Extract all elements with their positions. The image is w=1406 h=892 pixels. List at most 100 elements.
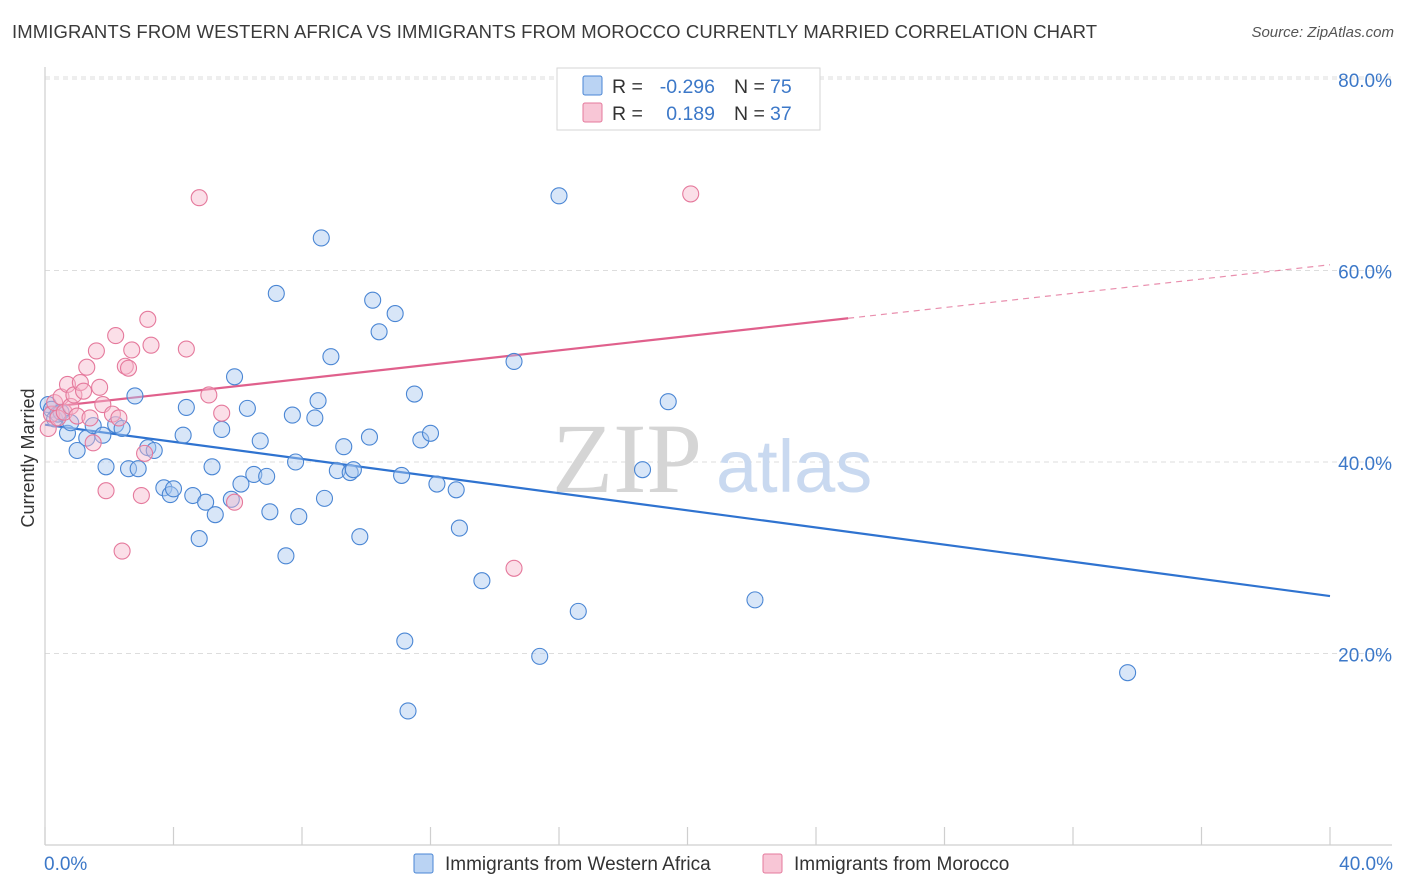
watermark: ZIP atlas [552,403,872,514]
point-morocco [68,407,86,425]
point-morocco [97,482,115,500]
point-western-africa [213,420,231,438]
point-morocco [119,359,138,377]
bottom-legend-label-western-africa: Immigrants from Western Africa [445,854,711,875]
point-morocco [110,409,128,427]
trend-line-western-africa [44,423,1331,598]
point-western-africa [203,458,221,476]
point-western-africa [177,398,195,416]
point-western-africa [97,458,115,476]
point-western-africa [251,432,269,450]
point-western-africa [238,399,256,417]
point-western-africa [258,467,276,485]
trend-line-morocco [44,317,849,409]
point-western-africa [569,602,587,620]
point-western-africa [267,284,285,303]
point-western-africa [322,348,340,366]
bottom-legend-swatch-western-africa [413,853,434,874]
y-tick-label: 60.0% [1338,263,1392,284]
point-western-africa [746,591,764,609]
watermark-atlas: atlas [716,425,872,508]
point-western-africa [360,428,379,446]
point-western-africa [129,460,147,478]
point-western-africa [412,431,430,449]
point-western-africa [283,406,301,424]
point-morocco [78,358,96,376]
axes: 20.0% 40.0% 60.0% 80.0% 0.0% 40.0% [44,67,1393,875]
point-western-africa [174,426,192,444]
point-morocco [177,340,195,358]
point-western-africa [68,441,86,460]
y-tick-label: 40.0% [1338,454,1392,475]
legend-n-label-1: N = [734,76,765,98]
point-western-africa [222,490,240,508]
point-western-africa [633,461,652,479]
point-morocco [71,373,89,392]
y-tick-label: 80.0% [1338,71,1392,92]
point-western-africa [393,466,411,484]
point-western-africa [370,323,388,341]
point-morocco [213,404,231,422]
point-western-africa [145,441,163,460]
watermark-zip: ZIP [552,403,702,514]
point-western-africa [119,460,138,478]
x-tick-label: 40.0% [1339,854,1393,875]
point-western-africa [126,387,144,405]
point-morocco [132,486,150,505]
point-western-africa [225,368,244,386]
point-western-africa [473,572,491,590]
y-axis-label: Currently Married [18,388,38,527]
point-western-africa [386,305,404,323]
point-western-africa [344,461,362,479]
legend-swatch-western-africa [582,75,603,96]
point-morocco [139,310,157,328]
point-western-africa [190,530,208,548]
legend-n-value-2: 37 [770,103,792,125]
legend-n-label-2: N = [734,103,765,125]
legend-n-value-1: 75 [770,76,792,98]
point-western-africa [341,463,359,482]
point-morocco [39,419,57,438]
data-points [39,185,1137,720]
point-morocco [505,559,523,577]
point-morocco [225,493,244,511]
point-western-africa [550,187,568,205]
point-western-africa [421,424,440,442]
bottom-legend-swatch-morocco [762,853,783,874]
point-western-africa [287,453,305,471]
point-morocco [58,375,77,393]
point-morocco [55,403,73,421]
point-western-africa [277,547,295,565]
chart-title: IMMIGRANTS FROM WESTERN AFRICA VS IMMIGR… [12,21,1098,42]
legend-r-value-2: 0.189 [666,103,715,125]
point-western-africa [447,481,465,499]
point-western-africa [309,392,327,410]
point-morocco [200,386,218,404]
point-western-africa [428,475,446,493]
point-western-africa [315,489,334,507]
point-morocco [91,378,109,396]
bottom-legend-label-morocco: Immigrants from Morocco [794,854,1009,875]
top-legend: R = -0.296 N = 75 R = 0.189 N = 37 [556,67,821,131]
point-western-africa [659,393,677,411]
bottom-legend: Immigrants from Western Africa Immigrant… [413,853,1009,875]
legend-r-label-2: R = [612,103,643,125]
point-western-africa [312,229,330,247]
x-tick-label: 0.0% [44,854,87,875]
point-western-africa [335,438,353,456]
point-western-africa [531,647,549,665]
point-morocco [142,336,160,354]
point-morocco [75,382,93,400]
trend-line-morocco-extension [848,264,1331,319]
chart-source: Source: ZipAtlas.com [1251,24,1394,41]
point-western-africa [261,503,279,521]
point-western-africa [364,291,382,309]
legend-r-value-1: -0.296 [660,76,715,98]
point-morocco [84,434,102,452]
point-morocco [49,409,67,427]
point-morocco [123,341,141,359]
point-western-africa [399,702,417,720]
point-western-africa [245,465,263,483]
point-morocco [87,342,105,360]
